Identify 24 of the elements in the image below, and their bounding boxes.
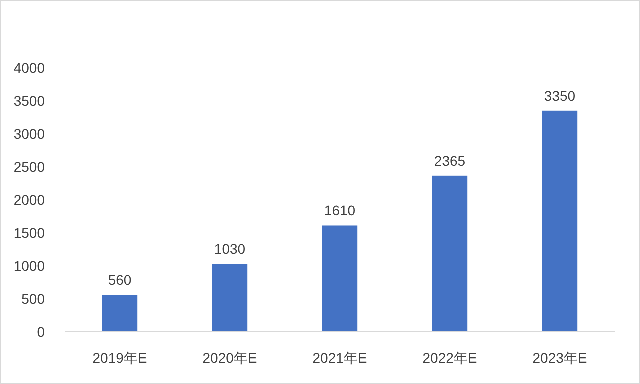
bar (102, 295, 138, 332)
bar (212, 264, 248, 332)
y-tick-label: 2000 (14, 192, 46, 208)
data-label: 3350 (544, 88, 576, 104)
x-tick-label: 2019年E (92, 350, 148, 366)
data-label: 1610 (324, 202, 356, 219)
x-tick-label: 2021年E (312, 350, 368, 366)
y-tick-label: 4000 (14, 60, 46, 76)
bar (322, 226, 358, 332)
y-tick-label: 0 (37, 324, 46, 340)
y-tick-label: 1000 (14, 258, 46, 274)
bar (542, 110, 578, 332)
y-tick-label: 3000 (14, 126, 46, 142)
x-tick-label: 2023年E (532, 350, 588, 366)
bar (432, 176, 468, 332)
x-tick-label: 2022年E (422, 350, 478, 366)
data-label: 2365 (434, 152, 466, 169)
y-tick-label: 500 (22, 291, 46, 307)
data-label: 560 (108, 272, 132, 288)
y-tick-label: 3500 (14, 93, 46, 109)
data-label: 1030 (214, 241, 246, 258)
y-tick-label: 2500 (14, 159, 46, 175)
x-tick-label: 2020年E (202, 350, 258, 366)
y-tick-label: 1500 (14, 225, 46, 241)
